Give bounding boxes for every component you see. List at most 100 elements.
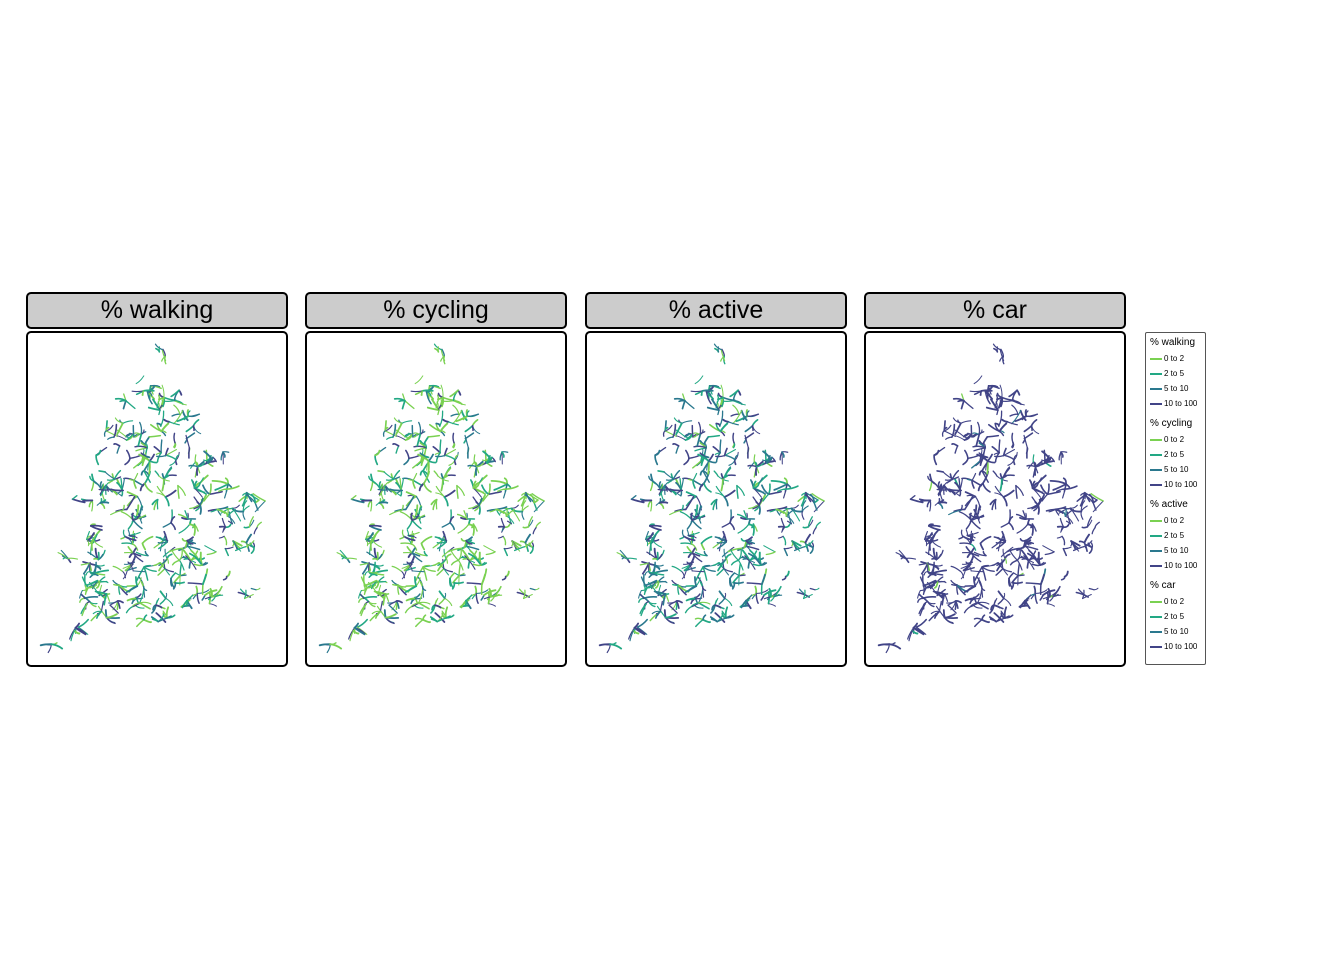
route-line bbox=[640, 593, 645, 599]
route-line bbox=[1093, 587, 1099, 591]
route-line bbox=[723, 496, 729, 507]
route-line bbox=[725, 454, 736, 461]
route-line bbox=[775, 508, 785, 514]
route-line bbox=[675, 429, 686, 438]
route-line bbox=[922, 596, 937, 600]
route-line bbox=[232, 504, 240, 509]
route-line bbox=[178, 523, 191, 534]
route-line bbox=[1011, 404, 1019, 415]
route-line bbox=[132, 602, 141, 607]
route-line bbox=[474, 585, 478, 595]
route-line bbox=[160, 439, 163, 454]
route-line bbox=[1052, 594, 1062, 597]
legend-item: 5 to 10 bbox=[1150, 624, 1205, 639]
route-line bbox=[463, 510, 468, 520]
route-line bbox=[1003, 606, 1008, 619]
route-line bbox=[90, 538, 94, 551]
route-line bbox=[944, 478, 953, 481]
legend-item: 2 to 5 bbox=[1150, 447, 1205, 462]
route-line bbox=[745, 545, 760, 551]
route-line bbox=[160, 422, 170, 433]
route-line bbox=[415, 618, 424, 628]
route-line bbox=[1003, 592, 1006, 599]
route-line bbox=[629, 630, 634, 642]
panel-title-walking: % walking bbox=[26, 292, 288, 329]
route-line bbox=[1082, 540, 1093, 548]
route-line bbox=[434, 604, 442, 609]
route-line bbox=[736, 484, 745, 496]
route-line bbox=[421, 448, 424, 455]
route-line bbox=[193, 496, 201, 506]
route-line bbox=[773, 594, 783, 597]
route-line bbox=[156, 423, 163, 433]
route-line bbox=[440, 384, 444, 398]
route-line bbox=[457, 549, 462, 561]
route-line bbox=[401, 564, 411, 569]
route-line bbox=[965, 561, 972, 572]
route-line bbox=[192, 425, 195, 432]
route-line bbox=[1034, 465, 1037, 476]
route-line bbox=[171, 559, 181, 566]
route-line bbox=[97, 551, 100, 561]
route-line bbox=[673, 397, 686, 402]
route-line bbox=[714, 604, 722, 609]
route-line bbox=[692, 472, 698, 481]
route-line bbox=[679, 477, 682, 491]
route-line bbox=[120, 477, 123, 491]
route-line bbox=[114, 417, 124, 424]
route-line bbox=[654, 581, 660, 589]
route-line bbox=[373, 590, 387, 595]
route-line bbox=[336, 552, 348, 560]
route-line bbox=[255, 587, 261, 591]
route-line bbox=[452, 574, 460, 584]
route-line bbox=[395, 445, 400, 454]
legend-swatch bbox=[1150, 534, 1162, 537]
route-line bbox=[436, 567, 445, 576]
route-line bbox=[439, 410, 444, 427]
legend-item: 5 to 10 bbox=[1150, 381, 1205, 396]
map-canvas-walking bbox=[39, 343, 266, 654]
route-line bbox=[124, 432, 131, 438]
route-line bbox=[1002, 489, 1015, 498]
route-line bbox=[996, 409, 999, 416]
route-line bbox=[139, 589, 145, 604]
route-line bbox=[165, 597, 174, 607]
route-line bbox=[487, 603, 496, 607]
route-line bbox=[504, 570, 510, 578]
route-line bbox=[214, 483, 230, 491]
route-line bbox=[981, 614, 986, 621]
route-line bbox=[392, 423, 397, 438]
route-line bbox=[450, 413, 460, 417]
route-line bbox=[653, 590, 667, 595]
route-line bbox=[96, 502, 101, 506]
route-line bbox=[747, 464, 758, 468]
route-line bbox=[1088, 493, 1094, 504]
route-line bbox=[173, 432, 176, 444]
route-line bbox=[399, 477, 402, 491]
route-line bbox=[126, 491, 139, 498]
route-line bbox=[154, 470, 160, 477]
route-line bbox=[970, 602, 979, 607]
route-line bbox=[753, 482, 760, 489]
route-line bbox=[234, 546, 247, 552]
route-line bbox=[360, 593, 365, 599]
route-line bbox=[103, 593, 108, 606]
legend-group: % active 0 to 2 2 to 5 5 to 10 10 to 100 bbox=[1150, 498, 1205, 573]
route-line bbox=[960, 420, 972, 424]
route-line bbox=[992, 343, 1001, 351]
route-line bbox=[177, 484, 180, 499]
route-line bbox=[691, 570, 705, 573]
route-line bbox=[449, 389, 459, 398]
route-line bbox=[943, 613, 956, 619]
route-line bbox=[413, 445, 428, 449]
route-line bbox=[965, 519, 973, 530]
route-line bbox=[378, 501, 389, 504]
route-line bbox=[125, 400, 136, 410]
route-line bbox=[644, 570, 650, 576]
route-line bbox=[672, 423, 677, 438]
route-line bbox=[995, 615, 1010, 623]
route-line bbox=[427, 434, 441, 438]
route-line bbox=[411, 570, 425, 573]
route-line bbox=[692, 479, 696, 489]
route-line bbox=[472, 523, 475, 536]
